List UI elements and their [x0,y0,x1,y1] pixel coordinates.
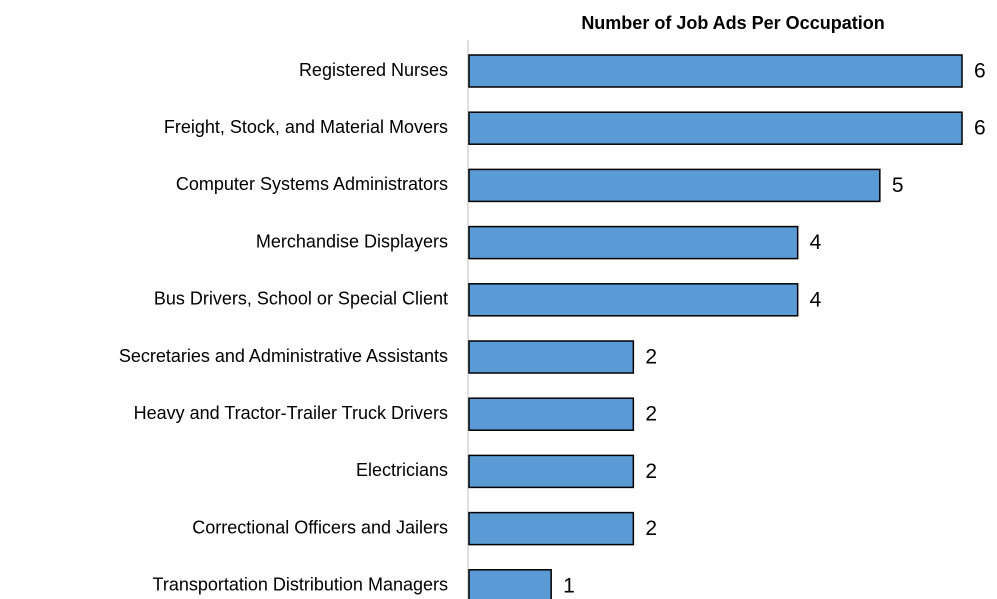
bar [468,225,799,260]
bar [468,54,963,88]
category-label: Merchandise Displayers [256,231,448,251]
category-label: Heavy and Tractor-Trailer Truck Drivers [134,403,448,423]
bar [468,511,635,546]
category-label: Correctional Officers and Jailers [192,517,448,537]
chart-title: Number of Job Ads Per Occupation [581,13,884,33]
bar [468,569,552,599]
value-label: 2 [645,460,657,483]
value-label: 4 [810,231,822,254]
category-label: Computer Systems Administrators [176,174,448,194]
bar [468,397,635,431]
category-label: Freight, Stock, and Material Movers [164,117,448,137]
bar [468,168,881,203]
category-label: Bus Drivers, School or Special Client [154,289,448,309]
bar [468,283,799,317]
category-label: Transportation Distribution Managers [153,575,448,595]
value-label: 2 [645,517,657,540]
value-label: 2 [645,346,657,369]
value-label: 6 [974,117,986,140]
bar [468,340,635,374]
value-label: 1 [563,574,575,597]
bar [468,111,963,145]
value-label: 5 [892,174,904,197]
category-label: Registered Nurses [299,60,448,80]
value-label: 6 [974,60,986,83]
value-label: 4 [810,288,822,311]
category-label: Electricians [356,460,448,480]
value-label: 2 [645,403,657,426]
category-label: Secretaries and Administrative Assistant… [119,346,448,366]
bar [468,454,635,489]
